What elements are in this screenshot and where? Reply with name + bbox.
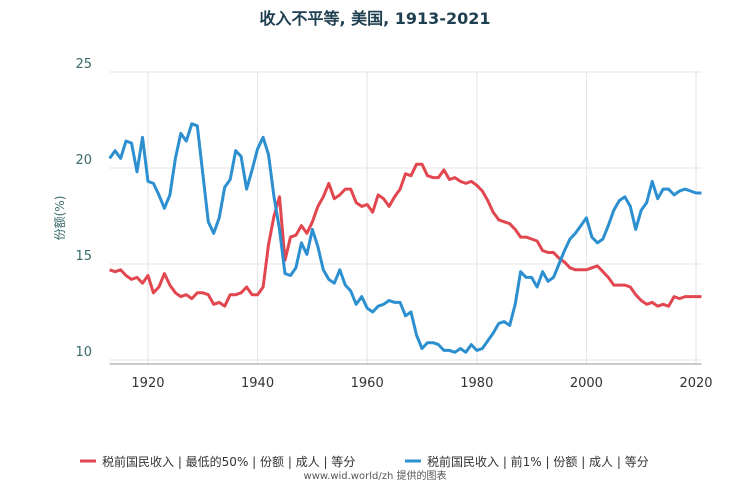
y-tick-label: 10 xyxy=(75,345,92,360)
y-tick-label: 20 xyxy=(75,153,92,168)
series-line xyxy=(109,162,702,308)
x-tick-label: 1980 xyxy=(460,376,493,391)
source: www.wid.world/zh 提供的图表 xyxy=(304,469,447,482)
x-tick-label: 2020 xyxy=(679,376,712,391)
legend-label: 税前国民收入 | 最低的50% | 份额 | 成人 | 等分 xyxy=(102,454,355,469)
y-tick-label: 15 xyxy=(75,249,92,264)
legend-label: 税前国民收入 | 前1% | 份额 | 成人 | 等分 xyxy=(427,454,649,469)
series-line xyxy=(108,122,702,354)
x-tick-label: 1960 xyxy=(351,376,384,391)
x-tick-label: 2000 xyxy=(570,376,603,391)
x-tick-label: 1940 xyxy=(241,376,274,391)
y-axis-label: 份额(%) xyxy=(53,196,67,241)
x-tick-label: 1920 xyxy=(131,376,164,391)
y-tick-label: 25 xyxy=(75,57,92,72)
chart-title: 收入不平等, 美国, 1913-2021 xyxy=(259,9,490,28)
